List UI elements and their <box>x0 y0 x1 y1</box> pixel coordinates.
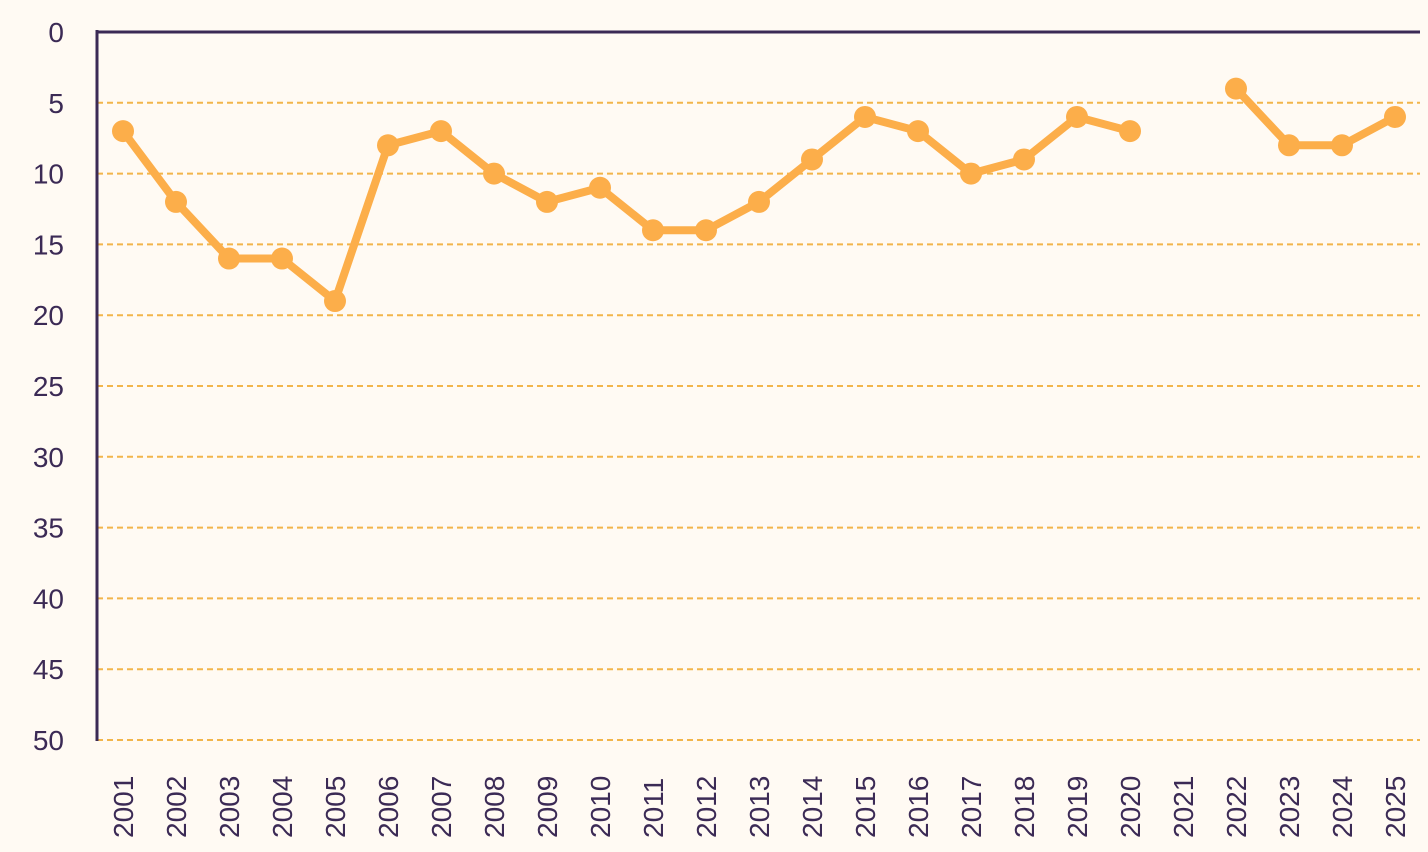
data-point <box>748 190 770 213</box>
y-tick-label: 5 <box>48 88 64 119</box>
y-tick-label: 10 <box>33 159 64 190</box>
data-point <box>1066 105 1088 128</box>
series-lines <box>119 84 1399 306</box>
x-axis-tick-labels: 2001 2002 2003 2004 2005 2006 2007 2008 2009 2010… <box>108 776 1411 838</box>
x-tick-label: 2017 <box>956 776 987 838</box>
data-point <box>960 162 982 185</box>
y-tick-label: 40 <box>33 583 64 614</box>
x-tick-label: 2015 <box>850 776 881 838</box>
data-point <box>271 247 293 270</box>
x-tick-label: 2013 <box>744 776 775 838</box>
x-tick-label: 2019 <box>1062 776 1093 838</box>
data-point <box>324 290 346 313</box>
x-tick-label: 2007 <box>426 776 457 838</box>
x-tick-label: 2001 <box>108 776 139 838</box>
x-tick-label: 2008 <box>479 776 510 838</box>
series-points <box>112 77 1406 313</box>
x-tick-label: 2005 <box>320 776 351 838</box>
y-tick-label: 20 <box>33 300 64 331</box>
data-point <box>1384 105 1406 128</box>
y-tick-label: 30 <box>33 442 64 473</box>
y-tick-label: 15 <box>33 229 64 260</box>
data-point <box>695 219 717 242</box>
x-tick-label: 2003 <box>214 776 245 838</box>
y-tick-label: 0 <box>48 17 64 48</box>
data-point <box>1225 77 1247 100</box>
x-tick-label: 2022 <box>1221 776 1252 838</box>
x-tick-label: 2010 <box>585 776 616 838</box>
x-tick-label: 2020 <box>1115 776 1146 838</box>
y-tick-label: 45 <box>33 654 64 685</box>
series-line <box>1232 84 1399 150</box>
data-point <box>1331 134 1353 157</box>
data-point <box>589 176 611 199</box>
y-tick-label: 25 <box>33 371 64 402</box>
data-point <box>1278 134 1300 157</box>
data-point <box>854 105 876 128</box>
x-tick-label: 2016 <box>903 776 934 838</box>
series-line <box>119 112 1134 306</box>
x-tick-label: 2004 <box>267 776 298 838</box>
y-axis-tick-labels: 0 5 10 15 20 25 30 35 40 45 50 <box>33 17 64 756</box>
x-tick-label: 2002 <box>161 776 192 838</box>
x-tick-label: 2006 <box>373 776 404 838</box>
x-tick-label: 2014 <box>797 776 828 838</box>
x-tick-label: 2018 <box>1009 776 1040 838</box>
data-point <box>1119 120 1141 143</box>
data-point <box>112 120 134 143</box>
data-point <box>165 190 187 213</box>
gridlines <box>97 101 1420 741</box>
x-tick-label: 2011 <box>638 778 669 838</box>
data-point <box>536 190 558 213</box>
data-point <box>642 219 664 242</box>
x-tick-label: 2025 <box>1380 776 1411 838</box>
x-tick-label: 2023 <box>1274 776 1305 838</box>
y-tick-label: 35 <box>33 513 64 544</box>
x-tick-label: 2012 <box>691 776 722 838</box>
data-point <box>377 134 399 157</box>
data-point <box>801 148 823 171</box>
x-tick-label: 2021 <box>1168 776 1199 838</box>
data-point <box>218 247 240 270</box>
x-tick-label: 2024 <box>1327 776 1358 838</box>
data-point <box>483 162 505 185</box>
y-tick-label: 50 <box>33 725 64 756</box>
data-point <box>430 120 452 143</box>
data-point <box>907 120 929 143</box>
x-tick-label: 2009 <box>532 776 563 838</box>
axes <box>95 30 1420 741</box>
data-point <box>1013 148 1035 171</box>
